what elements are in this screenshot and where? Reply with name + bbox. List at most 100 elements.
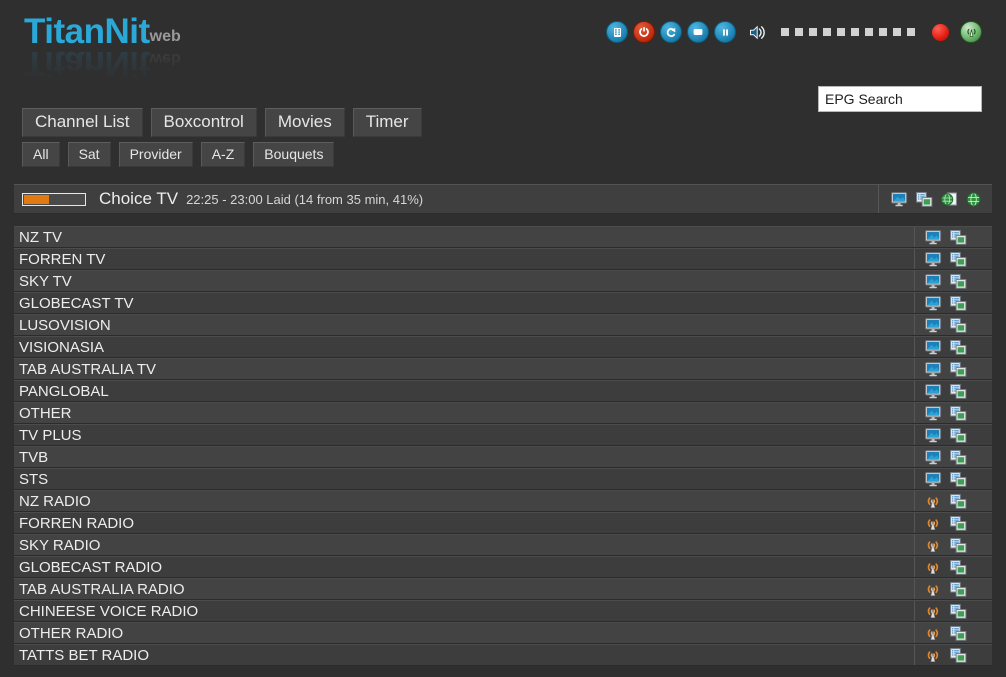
channel-row[interactable]: OTHER — [14, 402, 992, 424]
monitor-icon[interactable] — [925, 339, 942, 355]
volume-step[interactable] — [879, 28, 887, 36]
channel-row[interactable]: STS — [14, 468, 992, 490]
windows-icon[interactable] — [950, 273, 967, 289]
subtab-bouquets[interactable]: Bouquets — [253, 142, 335, 167]
windows-icon[interactable] — [950, 339, 967, 355]
antenna-icon[interactable] — [925, 582, 942, 597]
channel-row[interactable]: TAB AUSTRALIA TV — [14, 358, 992, 380]
refresh-icon[interactable] — [660, 21, 682, 43]
windows-icon[interactable] — [950, 317, 967, 333]
windows-icon[interactable] — [950, 537, 967, 553]
record-indicator[interactable] — [932, 23, 949, 41]
volume-step[interactable] — [893, 28, 901, 36]
channel-row[interactable]: FORREN TV — [14, 248, 992, 270]
subtab-sat[interactable]: Sat — [67, 142, 111, 167]
monitor-icon[interactable] — [925, 471, 942, 487]
volume-step[interactable] — [907, 28, 915, 36]
windows-icon[interactable] — [950, 603, 967, 619]
volume-step[interactable] — [809, 28, 817, 36]
antenna-icon[interactable] — [925, 516, 942, 531]
monitor-icon[interactable] — [925, 317, 942, 333]
windows-icon[interactable] — [950, 229, 967, 245]
channel-row[interactable]: TVB — [14, 446, 992, 468]
pause-icon[interactable] — [714, 21, 736, 43]
antenna-icon[interactable] — [925, 626, 942, 641]
monitor-icon[interactable] — [925, 295, 942, 311]
channel-row[interactable]: VISIONASIA — [14, 336, 992, 358]
screen-icon[interactable] — [687, 21, 709, 43]
tab-timer[interactable]: Timer — [352, 108, 422, 137]
monitor-icon[interactable] — [925, 405, 942, 421]
subtab-all[interactable]: All — [22, 142, 60, 167]
channel-row[interactable]: NZ RADIO — [14, 490, 992, 512]
antenna-icon[interactable] — [925, 604, 942, 619]
monitor-icon[interactable] — [925, 449, 942, 465]
power-icon[interactable] — [633, 21, 655, 43]
monitor-icon[interactable] — [925, 361, 942, 377]
channel-row-actions — [914, 425, 992, 445]
monitor-icon[interactable] — [925, 427, 942, 443]
windows-icon[interactable] — [950, 295, 967, 311]
channel-row[interactable]: GLOBECAST TV — [14, 292, 992, 314]
tab-channel-list[interactable]: Channel List — [22, 108, 143, 137]
monitor-icon[interactable] — [925, 229, 942, 245]
channel-row[interactable]: PANGLOBAL — [14, 380, 992, 402]
keypad-icon[interactable] — [606, 21, 628, 43]
channel-row[interactable]: TATTS BET RADIO — [14, 644, 992, 666]
volume-step[interactable] — [823, 28, 831, 36]
windows-icon[interactable] — [916, 191, 933, 207]
windows-icon[interactable] — [950, 449, 967, 465]
volume-step[interactable] — [795, 28, 803, 36]
antenna-icon[interactable] — [925, 560, 942, 575]
windows-icon[interactable] — [950, 625, 967, 641]
windows-icon[interactable] — [950, 493, 967, 509]
channel-row[interactable]: NZ TV — [14, 226, 992, 248]
windows-icon[interactable] — [950, 383, 967, 399]
windows-icon[interactable] — [950, 559, 967, 575]
antenna-icon[interactable] — [925, 648, 942, 663]
channel-row[interactable]: OTHER RADIO — [14, 622, 992, 644]
windows-icon[interactable] — [950, 251, 967, 267]
volume-level-steps[interactable] — [781, 28, 915, 36]
monitor-icon[interactable] — [925, 251, 942, 267]
tab-boxcontrol[interactable]: Boxcontrol — [150, 108, 257, 137]
globe-icon[interactable] — [966, 192, 982, 207]
monitor-icon[interactable] — [925, 383, 942, 399]
channel-row[interactable]: LUSOVISION — [14, 314, 992, 336]
monitor-icon[interactable] — [891, 191, 908, 207]
windows-icon[interactable] — [950, 471, 967, 487]
subtab-a-z[interactable]: A-Z — [200, 142, 246, 167]
channel-row[interactable]: SKY RADIO — [14, 534, 992, 556]
volume-step[interactable] — [837, 28, 845, 36]
epg-search-input[interactable] — [818, 86, 982, 112]
volume-icon[interactable] — [749, 24, 768, 41]
subtab-provider[interactable]: Provider — [118, 142, 193, 167]
channel-row[interactable]: TAB AUSTRALIA RADIO — [14, 578, 992, 600]
monitor-icon[interactable] — [925, 273, 942, 289]
signal-indicator[interactable] — [960, 21, 982, 43]
channel-row-actions — [914, 601, 992, 621]
windows-icon[interactable] — [950, 515, 967, 531]
antenna-icon[interactable] — [925, 494, 942, 509]
page-header: TitanNitweb TitanNitweb — [0, 0, 1006, 83]
windows-icon[interactable] — [950, 361, 967, 377]
channel-row[interactable]: GLOBECAST RADIO — [14, 556, 992, 578]
logo-reflection-sub: web — [149, 50, 181, 67]
windows-icon[interactable] — [950, 581, 967, 597]
volume-step[interactable] — [865, 28, 873, 36]
channel-row[interactable]: SKY TV — [14, 270, 992, 292]
windows-icon[interactable] — [950, 427, 967, 443]
volume-step[interactable] — [851, 28, 859, 36]
channel-row[interactable]: TV PLUS — [14, 424, 992, 446]
volume-step[interactable] — [781, 28, 789, 36]
tab-movies[interactable]: Movies — [264, 108, 345, 137]
channel-row[interactable]: FORREN RADIO — [14, 512, 992, 534]
windows-icon[interactable] — [950, 405, 967, 421]
channel-row-actions — [914, 337, 992, 357]
app-logo: TitanNitweb — [24, 14, 181, 49]
channel-row[interactable]: CHINEESE VOICE RADIO — [14, 600, 992, 622]
windows-icon[interactable] — [950, 647, 967, 663]
globe-page-icon[interactable] — [941, 192, 958, 207]
antenna-icon[interactable] — [925, 538, 942, 553]
program-progress-bar — [22, 192, 86, 206]
